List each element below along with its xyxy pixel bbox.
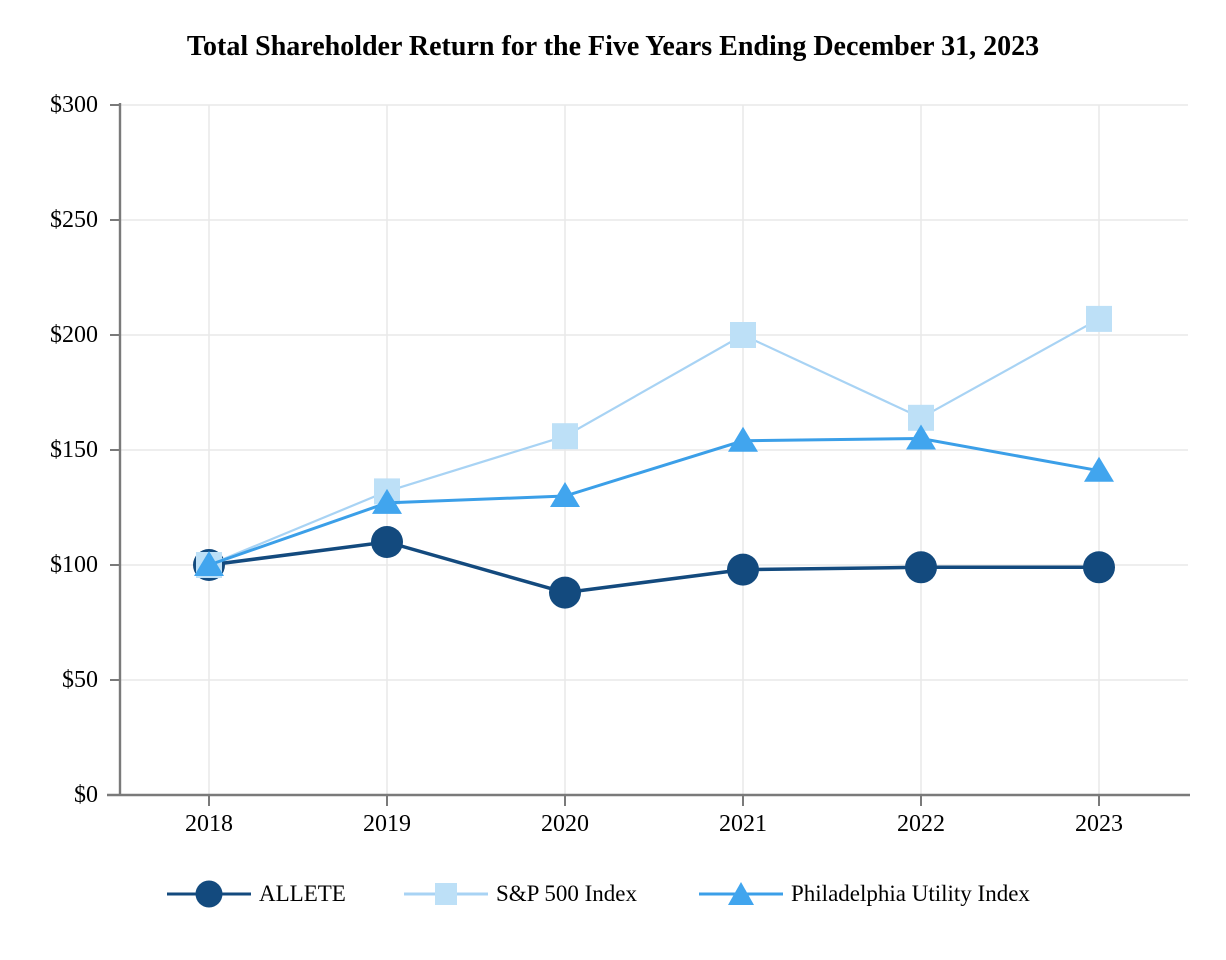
circle-marker	[1083, 551, 1115, 584]
x-tick-label: 2022	[897, 811, 945, 837]
circle-marker	[549, 576, 581, 609]
y-tick-label: $200	[50, 322, 98, 348]
y-tick-label: $300	[50, 92, 98, 118]
y-tick-label: $100	[50, 552, 98, 578]
triangle-marker	[906, 424, 936, 450]
triangle-marker	[194, 551, 224, 576]
triangle-marker	[550, 482, 580, 507]
x-tick-label: 2019	[363, 811, 411, 837]
y-tick-label: $250	[50, 207, 98, 233]
square-icon	[435, 883, 457, 905]
legend-item-sp500: S&P 500 Index	[404, 877, 637, 911]
series-line-2	[208, 436, 1100, 567]
square-marker	[1086, 305, 1112, 332]
legend-label-allete: ALLETE	[259, 881, 346, 906]
x-tick-label: 2023	[1075, 811, 1123, 837]
square-marker	[552, 423, 578, 450]
y-tick-label: $150	[50, 437, 98, 463]
legend-label-philadelphia-utility: Philadelphia Utility Index	[791, 881, 1030, 906]
x-tick-label: 2020	[541, 811, 589, 837]
circle-icon	[195, 880, 223, 908]
y-tick-label: $50	[62, 667, 98, 693]
series-line-0	[208, 540, 1099, 595]
square-legend-marker-icon	[404, 883, 488, 905]
circle-legend-marker-icon	[167, 880, 251, 908]
circle-marker	[905, 551, 937, 584]
triangle-marker	[728, 426, 758, 452]
triangle-marker	[1084, 456, 1114, 482]
triangle-legend-marker-icon	[699, 882, 783, 905]
x-tick-label: 2021	[719, 811, 767, 837]
circle-marker	[727, 553, 759, 586]
series-line-1	[208, 317, 1100, 567]
legend-item-allete: ALLETE	[167, 877, 346, 911]
circle-marker	[371, 526, 403, 558]
y-tick-label: $0	[74, 782, 98, 808]
x-tick-label: 2018	[185, 811, 233, 837]
legend-label-sp500: S&P 500 Index	[496, 881, 637, 906]
chart-title: Total Shareholder Return for the Five Ye…	[186, 31, 1040, 62]
triangle-icon	[728, 882, 754, 905]
square-marker	[730, 322, 756, 348]
triangle-marker	[372, 488, 402, 514]
legend-item-philadelphia-utility: Philadelphia Utility Index	[699, 877, 1030, 911]
